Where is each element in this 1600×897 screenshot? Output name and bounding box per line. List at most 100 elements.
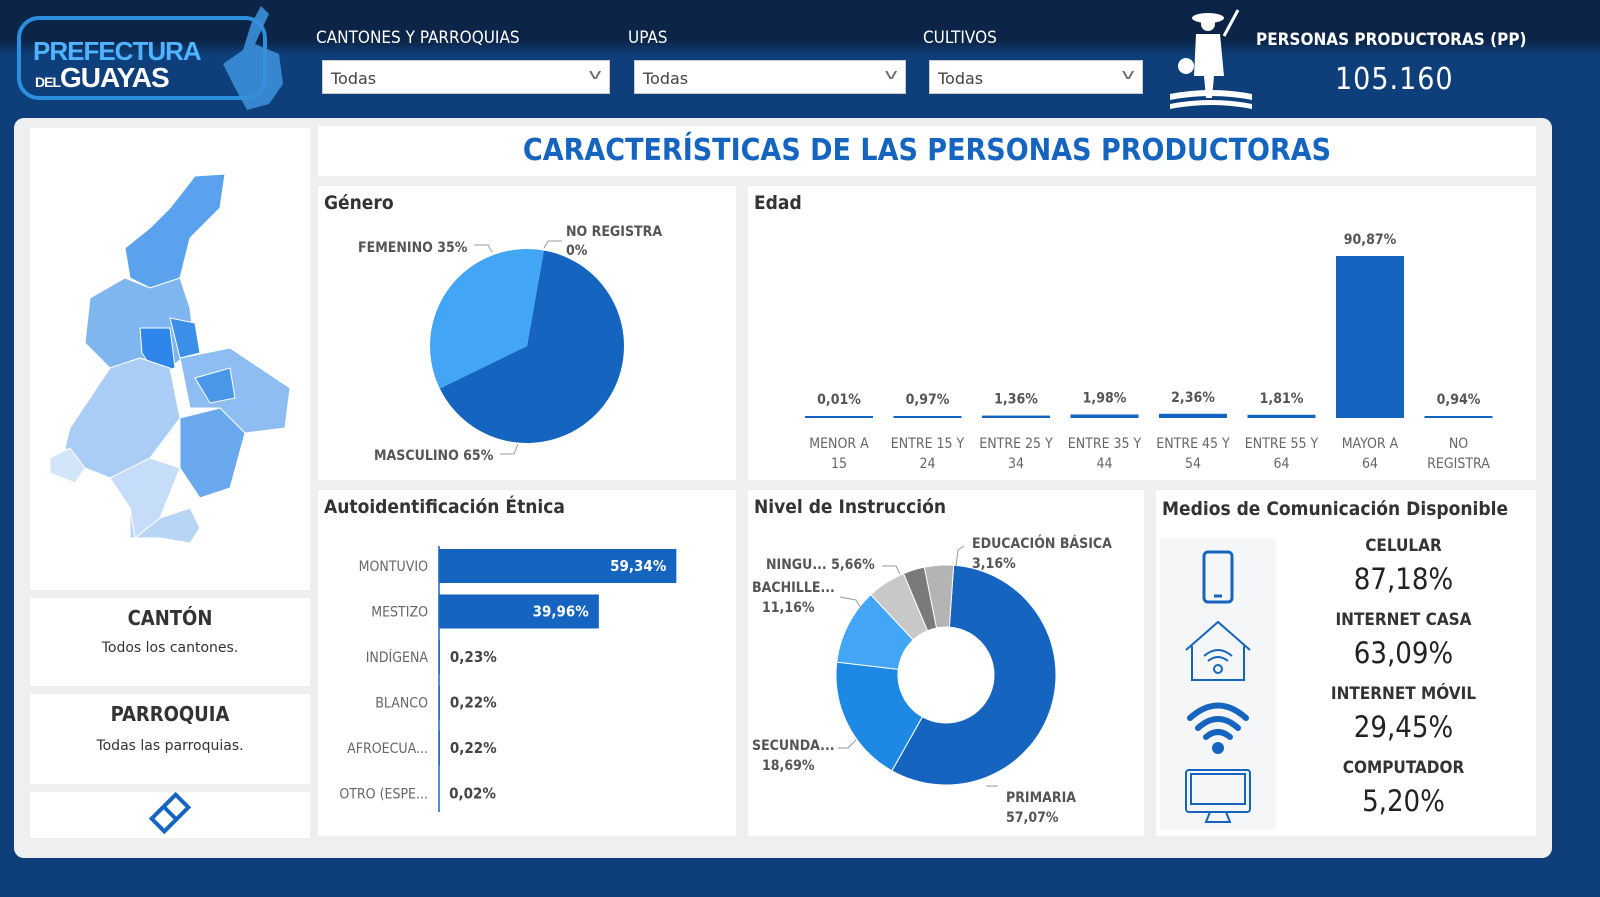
prefectura-logo: PREFECTURA DELGUAYAS	[17, 6, 283, 110]
upas-dropdown[interactable]: Todas v	[634, 60, 906, 94]
guayas-map-logo-icon	[223, 6, 283, 110]
home-wifi-icon	[1185, 620, 1251, 681]
svg-text:BACHILLE...: BACHILLE...	[752, 580, 835, 596]
label-masculino: MASCULINO 65%	[374, 448, 494, 464]
bar-label: 0,94%	[1437, 392, 1481, 408]
bar-edad-3[interactable]	[1070, 414, 1139, 418]
category-label: 24	[919, 456, 935, 472]
svg-text:11,16%: 11,16%	[762, 600, 815, 616]
category-label: 64	[1273, 456, 1289, 472]
svg-text:3,16%: 3,16%	[972, 556, 1016, 572]
category-label: INDÍGENA	[366, 649, 429, 666]
bar-label: 1,98%	[1083, 390, 1127, 406]
medio-phone: CELULAR 87,18%	[1353, 536, 1454, 596]
eraser-icon[interactable]	[30, 791, 310, 838]
svg-text:EDUCACIÓN BÁSICA: EDUCACIÓN BÁSICA	[972, 534, 1112, 552]
bar-etnica-0[interactable]	[439, 549, 677, 583]
farmer-icon	[1170, 9, 1252, 109]
label-no-registra: NO REGISTRA	[566, 224, 662, 240]
value-no-registra: 0%	[566, 243, 588, 259]
category-label: BLANCO	[375, 696, 428, 712]
category-label: ENTRE 55 Y	[1245, 436, 1319, 452]
bar-edad-2[interactable]	[982, 415, 1050, 418]
category-label: AFROECUA...	[347, 741, 428, 757]
etnica-card: Autoidentificación Étnica MONTUVIO 59,34%…	[318, 490, 736, 836]
svg-text:SECUNDA...: SECUNDA...	[752, 738, 835, 754]
page-title: CARACTERÍSTICAS DE LAS PERSONAS PRODUCTO…	[318, 126, 1536, 176]
instruccion-card: Nivel de Instrucción PRIMARIA 57,07% SECUN…	[748, 490, 1144, 836]
medio-monitor: COMPUTADOR 5,20%	[1342, 758, 1465, 818]
canton-map[interactable]	[30, 128, 310, 590]
label-femenino: FEMENINO 35%	[358, 240, 468, 256]
guayas-map[interactable]	[30, 128, 310, 590]
bar-edad-7[interactable]	[1424, 416, 1493, 418]
parroquia-card: PARROQUIA Todas las parroquias.	[30, 694, 310, 784]
bar-label: 0,01%	[817, 392, 861, 408]
etnica-bar-chart[interactable]: MONTUVIO 59,34% MESTIZO 39,96% INDÍGENA 0,23%…	[318, 490, 736, 836]
bar-label: 2,36%	[1171, 390, 1215, 406]
edad-bar-chart[interactable]: 0,01% MENOR A 15 0,97% ENTRE 15 Y 24 1,36% ENTR…	[748, 186, 1536, 480]
category-label: ENTRE 25 Y	[979, 436, 1053, 452]
category-label: REGISTRA	[1427, 456, 1490, 472]
bar-label: 39,96%	[533, 603, 590, 621]
bar-label: 0,22%	[450, 694, 497, 712]
bar-etnica-4[interactable]	[439, 731, 440, 765]
bar-edad-0[interactable]	[805, 416, 873, 418]
category-label: 54	[1185, 456, 1201, 472]
pie-slice-femenino[interactable]	[430, 249, 544, 389]
bar-label: 59,34%	[610, 557, 667, 575]
svg-text:NINGU... 5,66%: NINGU... 5,66%	[766, 557, 875, 573]
category-label: MAYOR A	[1342, 436, 1399, 452]
bar-edad-6[interactable]	[1336, 256, 1404, 418]
chevron-down-icon: v	[884, 67, 898, 83]
svg-text:57,07%: 57,07%	[1006, 810, 1059, 826]
category-label: ENTRE 45 Y	[1156, 436, 1230, 452]
svg-text:PRIMARIA: PRIMARIA	[1006, 790, 1076, 806]
bar-label: 1,36%	[994, 392, 1038, 408]
cultivos-dropdown[interactable]: Todas v	[929, 60, 1143, 94]
bar-edad-4[interactable]	[1159, 413, 1227, 418]
canton-card: CANTÓN Todos los cantones.	[30, 598, 310, 686]
bar-label: 90,87%	[1344, 232, 1397, 248]
bar-label: 0,23%	[450, 648, 497, 666]
category-label: NO	[1449, 436, 1468, 452]
donut-slice-other[interactable]	[923, 564, 955, 629]
bar-label: 1,81%	[1260, 391, 1304, 407]
category-label: MESTIZO	[371, 605, 428, 621]
genero-card: Género NO REGISTRA 0% FEMENINO 35% MASCULIN…	[318, 186, 736, 480]
header: PREFECTURA DELGUAYAS CANTONES Y PARROQUI…	[0, 0, 1600, 120]
phone-icon	[1202, 550, 1234, 604]
category-label: MONTUVIO	[359, 559, 428, 575]
monitor-icon	[1185, 769, 1251, 823]
bar-edad-5[interactable]	[1247, 414, 1316, 418]
chevron-down-icon: v	[1121, 67, 1135, 83]
category-label: ENTRE 15 Y	[891, 436, 965, 452]
category-label: 34	[1008, 456, 1024, 472]
medios-card: Medios de Comunicación Disponible CELULA…	[1156, 490, 1536, 836]
cantones-dropdown[interactable]: Todas v	[322, 60, 610, 94]
medio-wifi: INTERNET MÓVIL 29,45%	[1330, 684, 1477, 744]
category-label: MENOR A	[809, 436, 869, 452]
bar-label: 0,22%	[450, 739, 497, 757]
bar-etnica-3[interactable]	[439, 685, 440, 720]
category-label: 64	[1362, 456, 1378, 472]
bar-edad-1[interactable]	[893, 416, 962, 418]
bar-etnica-1[interactable]	[439, 594, 599, 629]
chevron-down-icon: v	[588, 67, 602, 83]
category-label: OTRO (ESPE...	[339, 787, 428, 803]
edad-card: Edad 0,01% MENOR A 15 0,97% ENTRE 15 Y 24 1,36…	[748, 186, 1536, 480]
svg-text:18,69%: 18,69%	[762, 758, 815, 774]
donut-slice[interactable]	[835, 661, 924, 772]
genero-pie-chart[interactable]: NO REGISTRA 0% FEMENINO 35% MASCULINO 65%	[318, 186, 736, 480]
bar-label: 0,97%	[906, 392, 950, 408]
bar-etnica-2[interactable]	[439, 640, 440, 674]
category-label: 15	[831, 456, 847, 472]
category-label: ENTRE 35 Y	[1068, 436, 1142, 452]
instruccion-donut-chart[interactable]: PRIMARIA 57,07% SECUNDA... 18,69% BACHILLE..…	[748, 490, 1144, 836]
clear-filters-button[interactable]	[30, 791, 310, 838]
category-label: 44	[1096, 456, 1112, 472]
wifi-icon	[1187, 702, 1249, 754]
medio-home-wifi: INTERNET CASA 63,09%	[1335, 610, 1472, 670]
pie-slice-masculino[interactable]	[439, 250, 624, 443]
donut-slice[interactable]	[891, 564, 1057, 786]
